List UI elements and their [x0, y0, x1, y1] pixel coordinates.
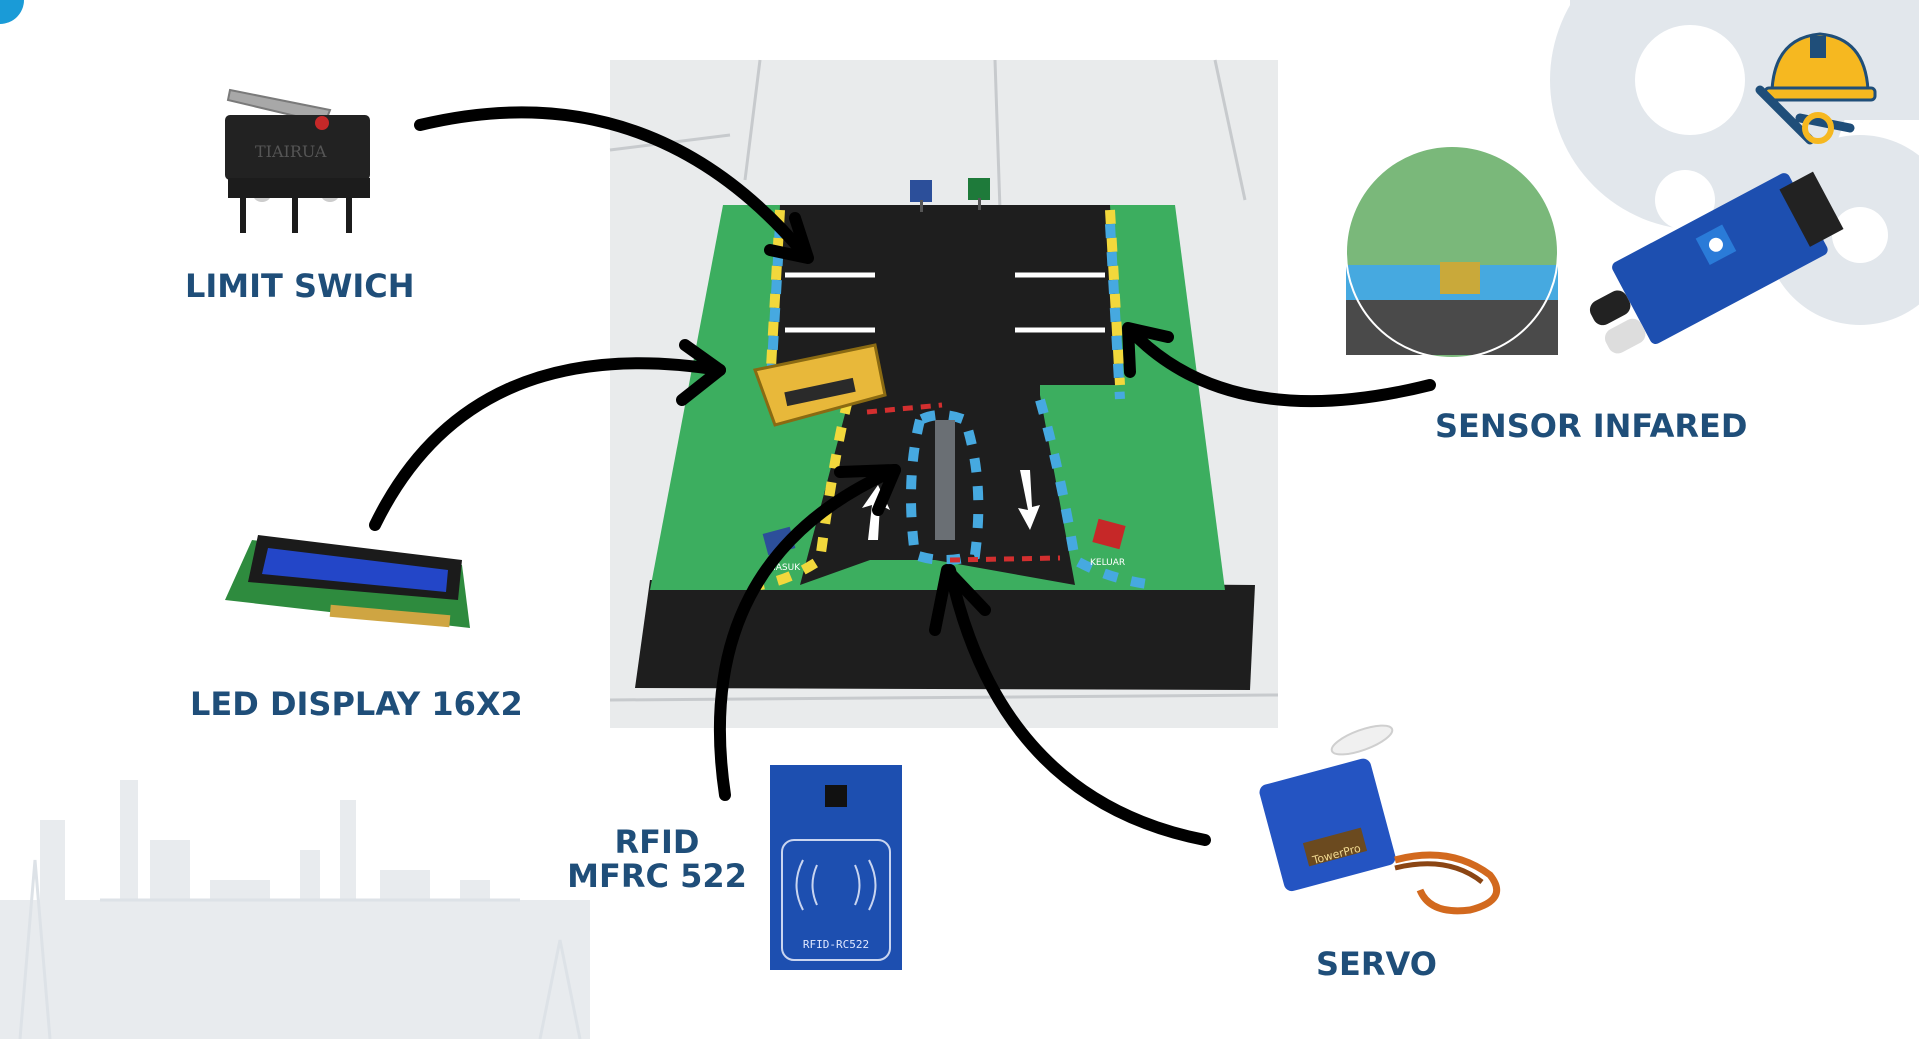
arrow-lcd-display	[369, 339, 726, 531]
rfid-label: RFID MFRC 522	[567, 823, 747, 895]
rfid-label-line1: RFID	[614, 823, 700, 861]
led-display-label: LED DISPLAY 16X2	[190, 685, 523, 723]
limit-switch-label: LIMIT SWICH	[185, 267, 415, 305]
arrow-rfid	[713, 464, 901, 801]
entry-sign-text: MASUK	[768, 563, 801, 573]
rfid-label-line2: MFRC 522	[567, 856, 747, 895]
corner-dot	[0, 0, 24, 24]
arrow-servo	[929, 564, 1211, 846]
exit-sign-text: KELUAR	[1090, 558, 1125, 568]
arrow-sensor	[1122, 322, 1436, 408]
limit-switch-marking: TIAIRUA	[255, 142, 327, 161]
rfid-board-marking: RFID-RC522	[803, 938, 869, 951]
sensor-infrared-label: SENSOR INFARED	[1435, 407, 1748, 445]
arrow-limit-switch	[414, 106, 814, 264]
servo-label: SERVO	[1316, 945, 1437, 983]
